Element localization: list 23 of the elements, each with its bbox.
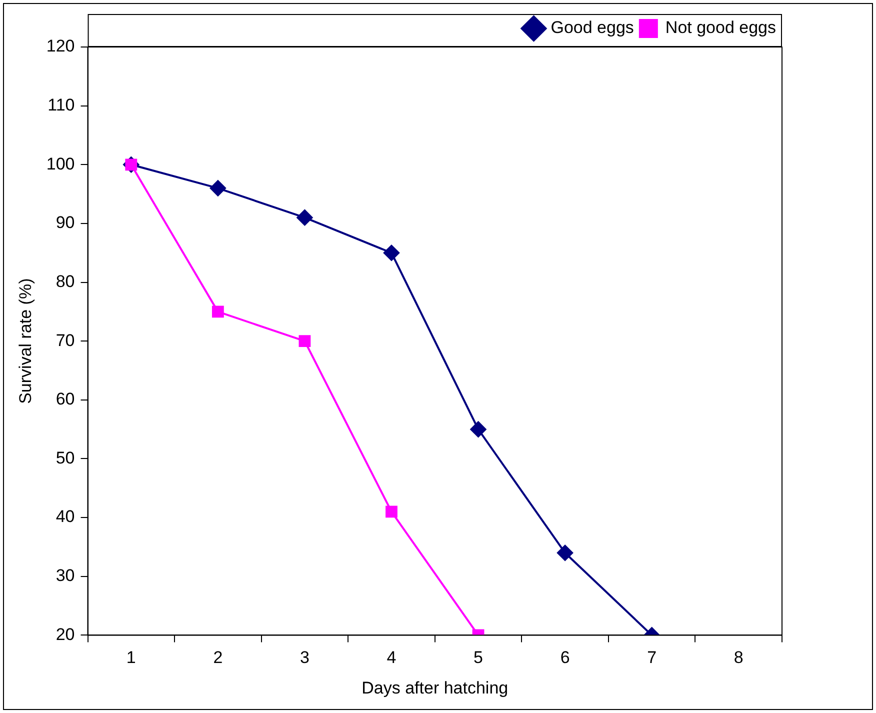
x-tick-label: 5	[474, 648, 484, 668]
y-tick-label: 100	[46, 154, 75, 174]
y-tick-label: 20	[56, 624, 75, 644]
y-tick-label: 120	[46, 36, 75, 56]
x-tick-label: 8	[734, 648, 744, 668]
y-axis-title: Survival rate (%)	[16, 278, 35, 404]
y-tick-label: 70	[56, 330, 75, 350]
legend-label: Good eggs	[550, 18, 634, 38]
x-tick-label: 1	[126, 648, 136, 668]
y-tick-label: 110	[48, 96, 75, 115]
y-tick-label: 80	[56, 272, 75, 291]
x-tick-label: 6	[560, 648, 570, 668]
legend-label: Not good eggs	[665, 18, 776, 38]
y-tick-label: 90	[56, 213, 75, 232]
y-tick-label: 60	[56, 390, 75, 409]
y-tick-label: 30	[56, 566, 75, 586]
y-tick-label: 50	[56, 448, 75, 468]
x-tick-label: 3	[300, 648, 310, 668]
x-tick-label: 2	[213, 648, 223, 668]
x-tick-label: 4	[386, 648, 396, 668]
x-tick-label: 7	[647, 648, 657, 668]
x-axis-title: Days after hatching	[362, 678, 508, 698]
y-tick-label: 40	[56, 507, 75, 526]
